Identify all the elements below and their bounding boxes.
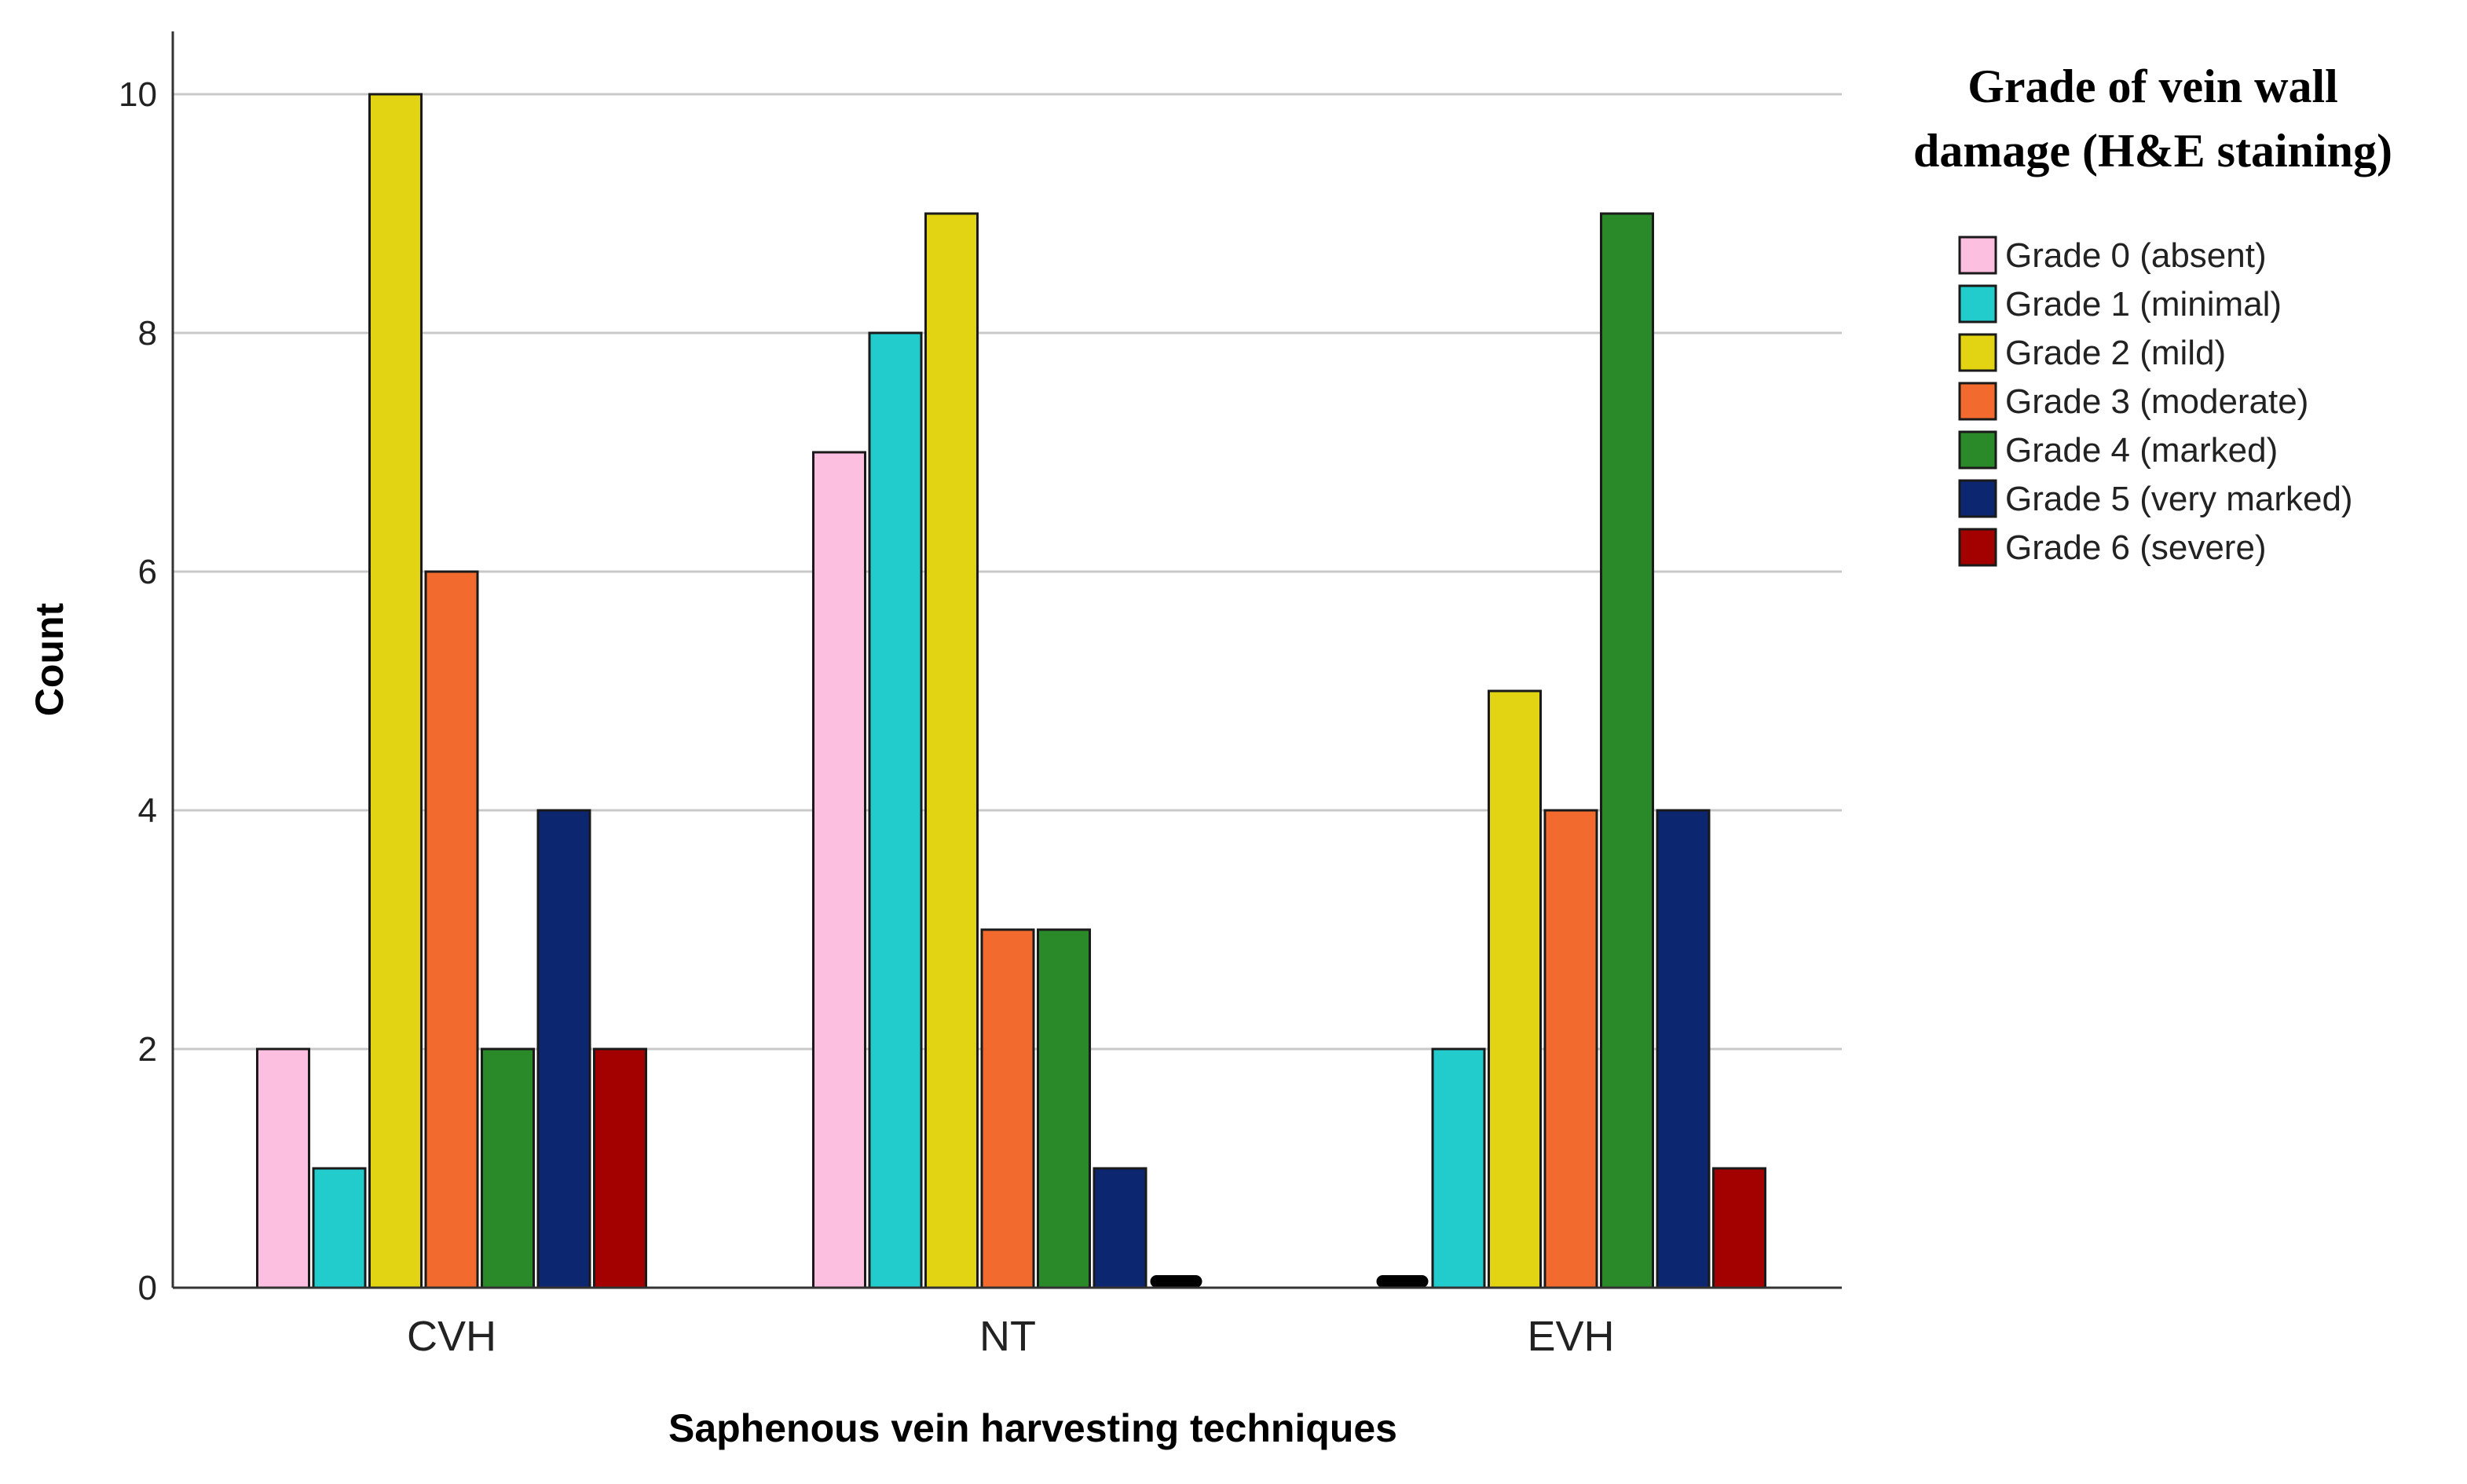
legend-label-grade-4: Grade 4 (marked) [2005,431,2278,470]
legend: Grade of vein wall damage (H&E staining)… [1913,60,2392,567]
bar-cvh-grade-1 [312,1167,367,1289]
y-tick-label-4: 4 [138,791,157,830]
legend-swatch-grade-3 [1958,382,1997,421]
bar-cvh-grade-6 [593,1047,647,1289]
legend-label-grade-5: Grade 5 (very marked) [2005,480,2353,518]
x-category-label-cvh: CVH [407,1313,496,1360]
bar-evh-grade-4 [1600,212,1654,1289]
bar-evh-grade-5 [1656,809,1711,1289]
legend-swatch-grade-2 [1958,333,1997,372]
bar-evh-grade-1 [1431,1047,1486,1289]
axes [171,31,1842,1289]
x-category-label-nt: NT [979,1313,1036,1360]
y-tick-label-6: 6 [138,553,157,591]
bar-evh-grade-0 [1376,1275,1429,1288]
legend-title-line-2: damage (H&E staining) [1913,125,2392,177]
legend-label-grade-3: Grade 3 (moderate) [2005,382,2308,421]
legend-swatch-grade-0 [1958,236,1997,275]
bar-nt-grade-1 [868,331,923,1289]
bar-cvh-grade-5 [536,809,591,1289]
legend-label-grade-2: Grade 2 (mild) [2005,334,2226,372]
y-axis-title: Count [27,602,71,716]
x-category-labels: CVH NT EVH [407,1313,1615,1360]
legend-items: Grade 0 (absent) Grade 1 (minimal) Grade 2… [1958,236,2353,567]
bars [256,93,1766,1289]
y-tick-label-10: 10 [119,75,157,114]
bar-nt-grade-6 [1150,1275,1202,1288]
y-tick-labels: 0 2 4 6 8 10 [119,75,157,1307]
bar-nt-grade-0 [812,451,866,1289]
bar-nt-grade-3 [980,928,1035,1289]
bar-nt-grade-5 [1093,1167,1147,1289]
y-tick-label-0: 0 [138,1269,157,1307]
bar-nt-grade-2 [924,212,979,1289]
bar-cvh-grade-0 [256,1047,310,1289]
bar-nt-grade-4 [1037,928,1091,1289]
bar-cvh-grade-4 [481,1047,535,1289]
x-axis-title: Saphenous vein harvesting techniques [668,1406,1397,1450]
legend-swatch-grade-4 [1958,430,1997,470]
bar-evh-grade-3 [1543,809,1598,1289]
bar-cvh-grade-2 [368,93,423,1289]
legend-title-line-1: Grade of vein wall [1967,60,2338,112]
bar-evh-grade-2 [1488,689,1542,1289]
legend-swatch-grade-1 [1958,284,1997,323]
y-tick-label-2: 2 [138,1030,157,1069]
legend-swatch-grade-5 [1958,479,1997,518]
legend-label-grade-6: Grade 6 (severe) [2005,528,2267,567]
legend-label-grade-1: Grade 1 (minimal) [2005,285,2282,323]
y-tick-label-8: 8 [138,314,157,353]
x-category-label-evh: EVH [1527,1313,1614,1360]
bar-evh-grade-6 [1712,1167,1766,1289]
legend-label-grade-0: Grade 0 (absent) [2005,236,2267,275]
bar-cvh-grade-3 [424,570,479,1289]
legend-swatch-grade-6 [1958,528,1997,567]
